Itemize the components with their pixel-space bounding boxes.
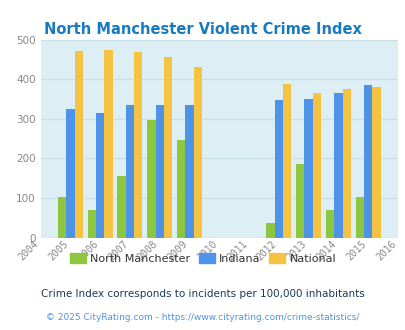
Bar [193, 67, 201, 238]
Bar [155, 105, 164, 238]
Legend: North Manchester, Indiana, National: North Manchester, Indiana, National [65, 249, 340, 268]
Text: © 2025 CityRating.com - https://www.cityrating.com/crime-statistics/: © 2025 CityRating.com - https://www.city… [46, 313, 359, 322]
Bar [363, 85, 371, 238]
Text: Crime Index corresponds to incidents per 100,000 inhabitants: Crime Index corresponds to incidents per… [41, 289, 364, 299]
Bar [282, 84, 290, 238]
Bar [58, 197, 66, 238]
Bar [75, 51, 83, 238]
Bar [304, 99, 312, 238]
Bar [355, 197, 363, 238]
Bar [371, 87, 379, 238]
Bar [126, 105, 134, 238]
Bar [66, 109, 75, 238]
Bar [312, 93, 320, 238]
Bar [295, 164, 304, 238]
Bar [177, 140, 185, 238]
Bar [342, 89, 350, 238]
Bar [325, 210, 333, 238]
Bar [147, 120, 155, 238]
Bar [117, 176, 126, 238]
Bar [266, 223, 274, 238]
Bar [274, 100, 282, 238]
Bar [164, 57, 172, 238]
Bar [87, 210, 96, 238]
Bar [185, 105, 193, 238]
Text: North Manchester Violent Crime Index: North Manchester Violent Crime Index [44, 22, 361, 37]
Bar [104, 50, 112, 238]
Bar [134, 52, 142, 238]
Bar [333, 93, 342, 238]
Bar [96, 113, 104, 238]
